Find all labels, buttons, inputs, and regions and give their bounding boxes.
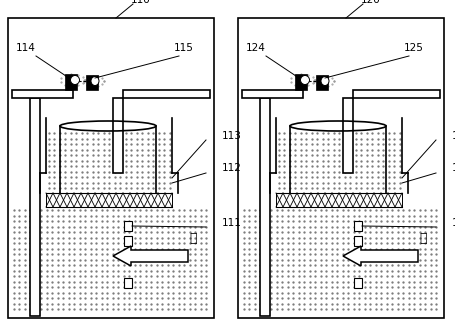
Ellipse shape: [91, 77, 99, 85]
Ellipse shape: [71, 76, 79, 84]
Polygon shape: [294, 74, 306, 90]
Polygon shape: [124, 221, 131, 231]
Polygon shape: [123, 90, 210, 98]
Text: 124: 124: [246, 43, 265, 53]
Ellipse shape: [300, 76, 309, 84]
Text: 水: 水: [418, 232, 426, 245]
Polygon shape: [65, 74, 77, 90]
Polygon shape: [353, 236, 361, 246]
Polygon shape: [352, 90, 439, 98]
Text: 122: 122: [451, 163, 455, 173]
Polygon shape: [86, 75, 98, 90]
Text: 112: 112: [222, 163, 241, 173]
Polygon shape: [342, 98, 352, 173]
Text: 115: 115: [174, 43, 193, 53]
Text: 123: 123: [451, 131, 455, 141]
Text: 114: 114: [16, 43, 36, 53]
Polygon shape: [353, 221, 361, 231]
Polygon shape: [12, 90, 73, 98]
Polygon shape: [30, 98, 40, 316]
Polygon shape: [242, 90, 302, 98]
Ellipse shape: [320, 77, 328, 85]
Text: 120: 120: [360, 0, 380, 5]
Polygon shape: [353, 278, 361, 288]
Text: 110: 110: [131, 0, 151, 5]
Polygon shape: [259, 98, 269, 316]
Text: 111: 111: [222, 218, 241, 228]
Polygon shape: [315, 75, 327, 90]
Polygon shape: [46, 193, 172, 207]
Text: 水: 水: [189, 232, 196, 245]
Text: 125: 125: [403, 43, 423, 53]
Polygon shape: [113, 98, 123, 173]
Polygon shape: [353, 251, 361, 261]
Polygon shape: [275, 193, 401, 207]
Polygon shape: [124, 278, 131, 288]
FancyArrow shape: [113, 246, 187, 266]
Text: 113: 113: [222, 131, 241, 141]
Text: 121: 121: [451, 218, 455, 228]
Polygon shape: [124, 236, 131, 246]
Polygon shape: [124, 251, 131, 261]
FancyArrow shape: [342, 246, 417, 266]
